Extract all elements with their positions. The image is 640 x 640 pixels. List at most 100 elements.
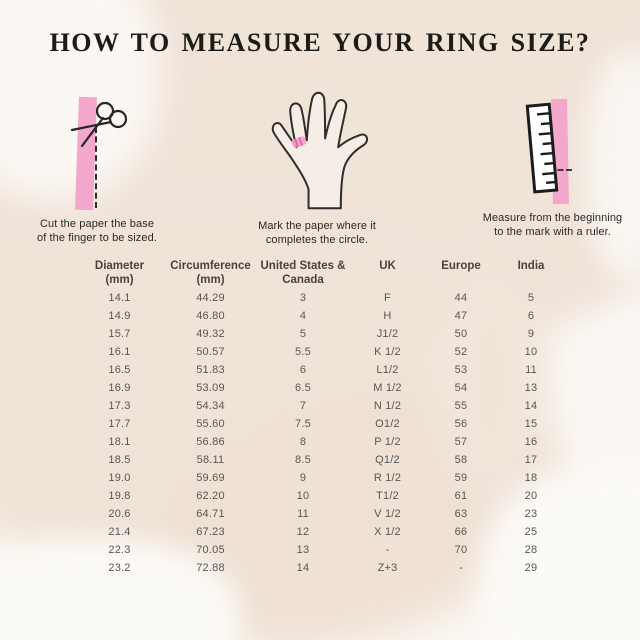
table-cell: 20: [524, 490, 538, 502]
table-cell: 8: [299, 436, 307, 448]
table-cell: 11: [297, 508, 309, 520]
table-cell: 50: [454, 328, 468, 340]
table-cell: 58: [454, 454, 468, 466]
table-row: 16.5 51.83 6 L1/2 53 11: [75, 361, 567, 379]
table-cell: 44: [454, 292, 468, 304]
table-cell: 17.7: [108, 418, 131, 430]
table-cell: 21.4: [108, 526, 131, 538]
table-row: 18.5 58.11 8.5 Q1/2 58 17: [75, 451, 567, 469]
table-cell: 13: [296, 544, 310, 556]
table-cell: 59: [454, 472, 468, 484]
ruler-icon: [525, 102, 559, 194]
table-cell: V 1/2: [374, 508, 401, 520]
table-cell: 15.7: [108, 328, 131, 340]
table-header: Diameter (mm) Circumference (mm) United …: [75, 259, 567, 287]
size-table-body: 14.1 44.29 3 F 44 5 14.9 46.80 4 H 47 6 15.7 49.32 5 J1…: [75, 289, 567, 577]
table-row: 14.1 44.29 3 F 44 5: [75, 289, 567, 307]
table-row: 19.0 59.69 9 R 1/2 59 18: [75, 469, 567, 487]
table-cell: 11: [525, 364, 537, 376]
table-cell: 56: [454, 418, 468, 430]
table-row: 15.7 49.32 5 J1/2 50 9: [75, 325, 567, 343]
table-cell: L1/2: [376, 364, 399, 376]
header-cell-circumference: Circumference (mm): [170, 260, 251, 286]
table-cell: 3: [299, 292, 307, 304]
table-cell: 17: [524, 454, 538, 466]
table-cell: Z+3: [377, 562, 398, 574]
table-cell: F: [384, 292, 391, 304]
table-cell: 46.80: [196, 310, 225, 322]
table-cell: 18: [524, 472, 538, 484]
table-cell: X 1/2: [374, 526, 401, 538]
table-cell: 14: [296, 562, 310, 574]
table-cell: 10: [524, 346, 538, 358]
table-cell: H: [383, 310, 392, 322]
table-cell: 5: [527, 292, 535, 304]
caption-line: Cut the paper the base: [39, 218, 155, 230]
table-cell: R 1/2: [373, 472, 402, 484]
table-cell: 19.0: [108, 472, 131, 484]
table-row: 18.1 56.86 8 P 1/2 57 16: [75, 433, 567, 451]
table-cell: 16.9: [108, 382, 131, 394]
table-cell: 22.3: [108, 544, 131, 556]
table-cell: 54: [454, 382, 468, 394]
table-cell: 17.3: [108, 400, 131, 412]
table-cell: 16.1: [108, 346, 131, 358]
table-cell: 14: [524, 400, 538, 412]
table-cell: K 1/2: [374, 346, 401, 358]
header-cell-diameter: Diameter (mm): [94, 260, 145, 286]
table-cell: M 1/2: [373, 382, 402, 394]
table-cell: O1/2: [375, 418, 400, 430]
table-cell: 56.86: [196, 436, 225, 448]
table-cell: P 1/2: [374, 436, 401, 448]
table-cell: 55.60: [196, 418, 225, 430]
ring-size-table: Diameter (mm) Circumference (mm) United …: [75, 259, 567, 577]
table-cell: T1/2: [376, 490, 399, 502]
header-cell-europe: Europe: [441, 260, 481, 272]
table-cell: 14.9: [108, 310, 131, 322]
cut-dashed-line: [95, 127, 97, 208]
table-cell: 51.83: [196, 364, 225, 376]
table-cell: 44.29: [196, 292, 225, 304]
table-cell: 5.5: [295, 346, 311, 358]
table-cell: 23: [524, 508, 538, 520]
table-cell: 8.5: [295, 454, 311, 466]
table-cell: 70: [454, 544, 468, 556]
table-cell: 5: [299, 328, 307, 340]
table-cell: 63: [454, 508, 468, 520]
table-cell: 20.6: [108, 508, 131, 520]
table-cell: 16: [524, 436, 538, 448]
caption-line: of the finger to be sized.: [36, 231, 157, 244]
header-cell-us-canada: United States & Canada: [260, 260, 346, 286]
hand-outline: [271, 91, 369, 210]
table-cell: 16.5: [108, 364, 131, 376]
table-cell: Q1/2: [375, 454, 400, 466]
header-cell-india: India: [517, 260, 545, 272]
table-cell: 53: [454, 364, 468, 376]
caption-line: Measure from the beginning: [482, 212, 623, 224]
table-cell: 28: [524, 544, 538, 556]
table-cell: 62.20: [196, 490, 225, 502]
step-cut-caption: Cut the paper the base of the finger to …: [22, 218, 172, 245]
table-row: 22.3 70.05 13 - 70 28: [75, 541, 567, 559]
table-cell: 18.5: [108, 454, 131, 466]
ring-mark: [291, 136, 307, 148]
table-row: 17.3 54.34 7 N 1/2 55 14: [75, 397, 567, 415]
table-row: 14.9 46.80 4 H 47 6: [75, 307, 567, 325]
table-cell: 18.1: [108, 436, 131, 448]
scissors-icon: [70, 101, 128, 148]
table-cell: 64.71: [196, 508, 225, 520]
table-cell: -: [459, 562, 463, 574]
table-cell: 70.05: [196, 544, 225, 556]
table-row: 16.9 53.09 6.5 M 1/2 54 13: [75, 379, 567, 397]
table-cell: 54.34: [196, 400, 225, 412]
table-row: 16.1 50.57 5.5 K 1/2 52 10: [75, 343, 567, 361]
table-cell: J1/2: [376, 328, 399, 340]
table-cell: 6: [527, 310, 535, 322]
caption-line: completes the circle.: [265, 233, 369, 246]
table-cell: N 1/2: [373, 400, 402, 412]
table-cell: 7: [299, 400, 307, 412]
table-cell: 66: [454, 526, 468, 538]
measure-dashed-mark: [549, 169, 572, 171]
table-row: 21.4 67.23 12 X 1/2 66 25: [75, 523, 567, 541]
table-cell: 7.5: [295, 418, 311, 430]
